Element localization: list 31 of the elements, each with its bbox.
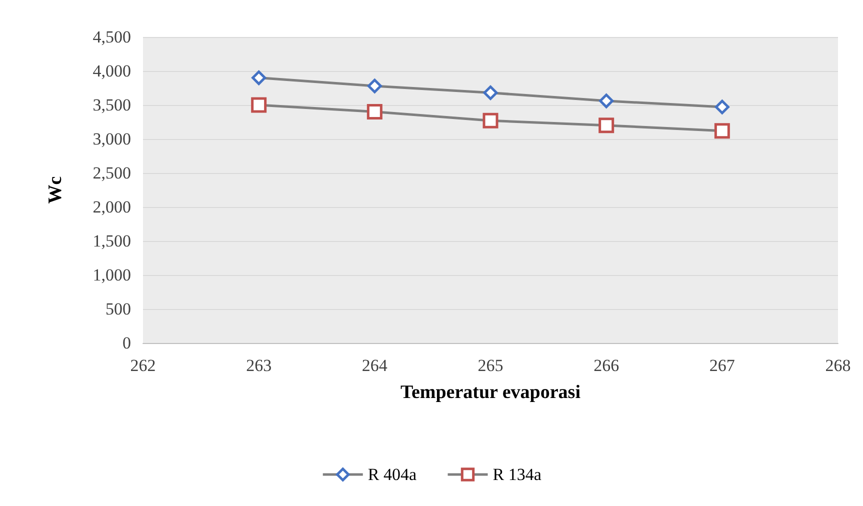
y-tick-label: 3,000 <box>92 130 131 148</box>
x-tick-label: 263 <box>246 356 272 375</box>
y-tick-label: 4,000 <box>92 62 131 80</box>
point <box>252 70 266 86</box>
x-tick-label: 268 <box>825 356 851 375</box>
y-tick-label: 3,500 <box>92 96 131 114</box>
y-tick-label: 500 <box>106 300 131 318</box>
point <box>598 118 614 134</box>
y-tick-label: 1,000 <box>92 266 131 284</box>
x-tick-label: 266 <box>594 356 620 375</box>
x-tick-label: 267 <box>709 356 736 375</box>
x-tick-label: 262 <box>130 356 156 375</box>
y-tick-label: 1,500 <box>92 232 131 250</box>
point <box>367 78 382 94</box>
point <box>251 97 267 113</box>
point <box>714 123 730 139</box>
y-tick-label: 0 <box>122 334 131 352</box>
legend-label: R 404a <box>368 465 417 484</box>
x-tick-label: 265 <box>478 356 504 375</box>
point <box>482 112 498 128</box>
point <box>599 94 614 108</box>
y-tick-label: 4,500 <box>92 28 131 46</box>
point <box>714 100 730 114</box>
y-tick-label: 2,000 <box>92 198 131 216</box>
legend-label: R 134a <box>492 465 542 484</box>
y-tick-label: 2,500 <box>92 164 131 182</box>
x-tick-label: 264 <box>362 356 388 375</box>
y-axis-title: Wc <box>45 176 66 204</box>
point <box>366 104 382 120</box>
x-axis-title: Temperatur evaporasi <box>400 382 580 403</box>
point <box>483 86 498 100</box>
